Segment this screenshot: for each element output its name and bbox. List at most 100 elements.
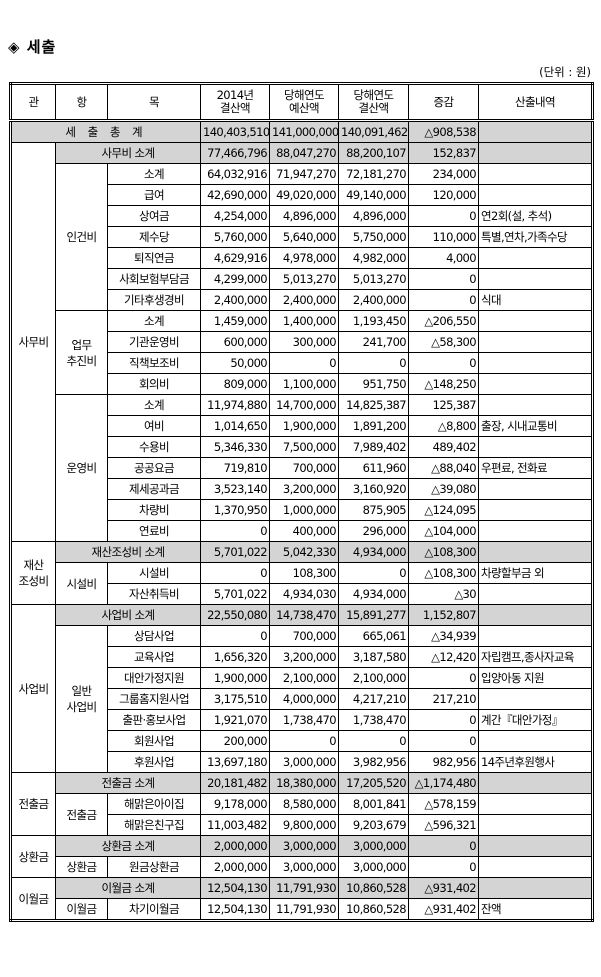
column-header: 산출내역: [478, 83, 593, 122]
mok-cell: 대안가정지원: [107, 667, 201, 689]
amount-cell: 3,000,000: [338, 856, 409, 878]
amount-cell: 5,760,000: [200, 226, 270, 248]
amount-cell: △931,402: [408, 898, 479, 921]
amount-cell: 7,989,402: [338, 436, 409, 458]
note-cell: 우편료, 전화료: [478, 457, 593, 479]
amount-cell: 3,000,000: [269, 835, 339, 857]
total-row: 세 출 총 계 140,403,510 141,000,000 140,091,462…: [10, 120, 593, 143]
mok-cell: 직책보조비: [107, 352, 201, 374]
note-cell: 식대: [478, 289, 593, 311]
table-row: 여비 1,014,650 1,900,000 1,891,200 △8,800 출장, 시…: [11, 415, 593, 437]
amount-cell: 0: [408, 709, 479, 731]
amount-cell: 0: [408, 856, 479, 878]
amount-cell: 400,000: [269, 520, 339, 542]
table-row: 일반 사업비 상담사업 0 700,000 665,061 △34,939: [11, 625, 593, 773]
table-row: 시설비 시설비 0 108,300 0 △108,300 차량할부금 외: [11, 562, 593, 605]
amount-cell: △596,321: [408, 814, 479, 836]
amount-cell: 10,860,528: [338, 898, 409, 921]
amount-cell: 0: [408, 667, 479, 689]
amount-cell: 809,000: [200, 373, 270, 395]
mok-cell: 급여: [107, 184, 201, 206]
amount-cell: 296,000: [338, 520, 409, 542]
amount-cell: 140,403,510: [200, 120, 270, 143]
note-cell: [478, 793, 593, 815]
table-row: 퇴직연금 4,629,916 4,978,000 4,982,000 4,000: [11, 247, 593, 269]
note-cell: 특별,연차,가족수당: [478, 226, 593, 248]
column-header: 관: [10, 83, 56, 122]
note-cell: [478, 268, 593, 290]
table-row: 자산취득비 5,701,022 4,934,030 4,934,000 △30: [11, 583, 593, 605]
amount-cell: 152,837: [408, 142, 479, 164]
subtotal-label: 전출금 소계: [55, 772, 201, 794]
amount-cell: △1,174,480: [408, 772, 479, 794]
amount-cell: 3,000,000: [338, 835, 409, 857]
amount-cell: 700,000: [269, 457, 339, 479]
amount-cell: 0: [200, 562, 270, 584]
note-cell: [478, 541, 593, 563]
amount-cell: 71,947,270: [269, 163, 339, 185]
amount-cell: 1,738,470: [338, 709, 409, 731]
amount-cell: 665,061: [338, 625, 409, 647]
mok-cell: 제수당: [107, 226, 201, 248]
subtotal-row: 재산 조성비 재산조성비 소계 5,701,022 5,042,330 4,934,000…: [10, 541, 593, 605]
note-cell: [478, 772, 593, 794]
table-row: 그룹홈지원사업 3,175,510 4,000,000 4,217,210 217,21…: [11, 688, 593, 710]
amount-cell: 125,387: [408, 394, 479, 416]
amount-cell: 0: [269, 352, 339, 374]
note-cell: 출장, 시내교통비: [478, 415, 593, 437]
note-cell: [478, 604, 593, 626]
mok-cell: 차량비: [107, 499, 201, 521]
mok-cell: 소계: [107, 310, 201, 332]
amount-cell: 1,152,807: [408, 604, 479, 626]
amount-cell: 11,003,482: [200, 814, 270, 836]
amount-cell: 3,160,920: [338, 478, 409, 500]
amount-cell: 11,791,930: [269, 877, 339, 899]
mok-cell: 차기이월금: [107, 898, 201, 921]
hang-cell: 전출금: [55, 793, 108, 836]
mok-cell: 소계: [107, 163, 201, 185]
gwan-cell: 사업비: [10, 604, 56, 773]
column-header: 증감: [408, 83, 479, 122]
amount-cell: 1,891,200: [338, 415, 409, 437]
amount-cell: 1,100,000: [269, 373, 339, 395]
amount-cell: △108,300: [408, 541, 479, 563]
amount-cell: 234,000: [408, 163, 479, 185]
amount-cell: 4,896,000: [269, 205, 339, 227]
amount-cell: △39,080: [408, 478, 479, 500]
amount-cell: 4,000: [408, 247, 479, 269]
mok-cell: 수용비: [107, 436, 201, 458]
amount-cell: 1,370,950: [200, 499, 270, 521]
amount-cell: 141,000,000: [269, 120, 339, 143]
mok-cell: 교육사업: [107, 646, 201, 668]
amount-cell: 9,800,000: [269, 814, 339, 836]
subtotal-row: 이월금 이월금 소계 12,504,130 11,791,930 10,860,528 △…: [10, 877, 593, 921]
amount-cell: 3,200,000: [269, 478, 339, 500]
mok-cell: 사회보험부담금: [107, 268, 201, 290]
amount-cell: 3,523,140: [200, 478, 270, 500]
note-cell: [478, 436, 593, 458]
mok-cell: 연료비: [107, 520, 201, 542]
amount-cell: 72,181,270: [338, 163, 409, 185]
amount-cell: 4,896,000: [338, 205, 409, 227]
amount-cell: 4,217,210: [338, 688, 409, 710]
amount-cell: △124,095: [408, 499, 479, 521]
note-cell: [478, 814, 593, 836]
mok-cell: 여비: [107, 415, 201, 437]
amount-cell: 11,974,880: [200, 394, 270, 416]
table-row: 상여금 4,254,000 4,896,000 4,896,000 0 연2회(설, 추석…: [11, 205, 593, 227]
amount-cell: 0: [338, 562, 409, 584]
note-cell: 자립캠프,종사자교육: [478, 646, 593, 668]
table-row: 직책보조비 50,000 0 0 0: [11, 352, 593, 374]
note-cell: [478, 352, 593, 374]
amount-cell: 951,750: [338, 373, 409, 395]
section-title: ◈ 세출: [8, 38, 57, 56]
amount-cell: 1,900,000: [200, 667, 270, 689]
amount-cell: △8,800: [408, 415, 479, 437]
column-header: 당해연도 예산액: [269, 83, 339, 122]
amount-cell: 5,013,270: [269, 268, 339, 290]
subtotal-row: 사무비 사무비 소계 77,466,796 88,047,270 88,200,107 1…: [10, 142, 593, 542]
gwan-cell: 이월금: [10, 877, 56, 921]
amount-cell: 0: [408, 730, 479, 752]
amount-cell: 88,200,107: [338, 142, 409, 164]
hang-cell: 운영비: [55, 394, 108, 542]
